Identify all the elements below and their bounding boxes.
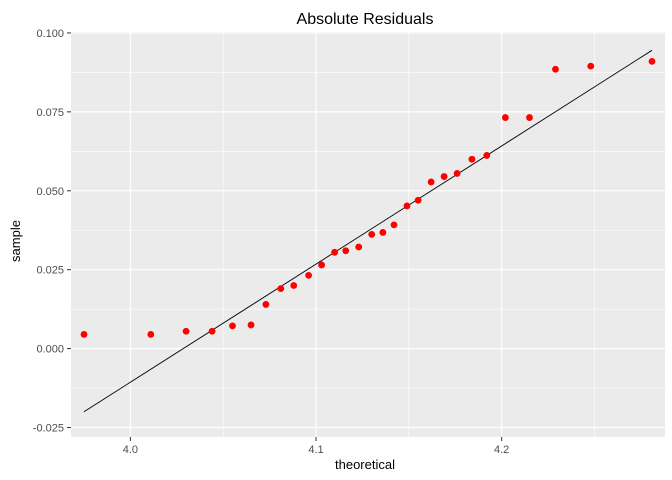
major-gridlines: [71, 32, 665, 437]
data-point: [587, 62, 595, 70]
y-tick-label: 0.000: [36, 344, 64, 356]
x-tick-label: 4.0: [123, 444, 138, 456]
data-point: [262, 301, 270, 308]
data-point: [501, 114, 509, 121]
data-point: [483, 152, 491, 159]
data-point: [403, 202, 411, 210]
chart-title: Absolute Residuals: [297, 11, 434, 28]
data-point: [648, 57, 656, 65]
data-point: [379, 229, 387, 236]
data-point: [552, 65, 559, 73]
y-axis-label: sample: [8, 220, 23, 262]
data-point: [305, 271, 312, 279]
data-point: [414, 196, 422, 204]
data-point: [342, 247, 350, 255]
y-tick-label: 0.050: [36, 186, 64, 198]
data-point: [440, 173, 448, 180]
x-axis: 4.0 4.1 4.2: [123, 437, 509, 456]
data-point: [247, 321, 255, 329]
data-point: [277, 285, 285, 293]
x-tick-label: 4.2: [494, 444, 509, 456]
data-point: [390, 221, 398, 229]
data-point: [453, 170, 461, 177]
minor-gridlines: [71, 32, 665, 437]
y-tick-label: 0.025: [36, 265, 64, 277]
points-layer: [80, 57, 656, 338]
qq-reference-line: [83, 49, 653, 413]
data-point: [355, 243, 363, 251]
data-point: [80, 331, 88, 338]
data-point: [526, 114, 533, 121]
y-tick-label: 0.075: [36, 107, 64, 119]
data-point: [229, 322, 236, 330]
data-point: [290, 282, 298, 289]
data-point: [468, 155, 476, 163]
data-point: [427, 178, 435, 186]
y-axis: -0.025 0.000 0.025 0.050 0.075 0.100: [33, 28, 71, 435]
y-tick-label: 0.100: [36, 28, 64, 40]
data-point: [208, 327, 216, 335]
data-point: [368, 230, 376, 238]
x-tick-label: 4.1: [308, 444, 323, 456]
reference-line-layer: [83, 49, 653, 413]
data-point: [318, 261, 325, 269]
data-point: [182, 327, 190, 335]
plot-panel: [71, 32, 665, 437]
x-axis-label: theoretical: [335, 457, 395, 472]
data-point: [147, 331, 155, 338]
y-tick-label: -0.025: [33, 423, 64, 435]
data-point: [331, 248, 338, 256]
